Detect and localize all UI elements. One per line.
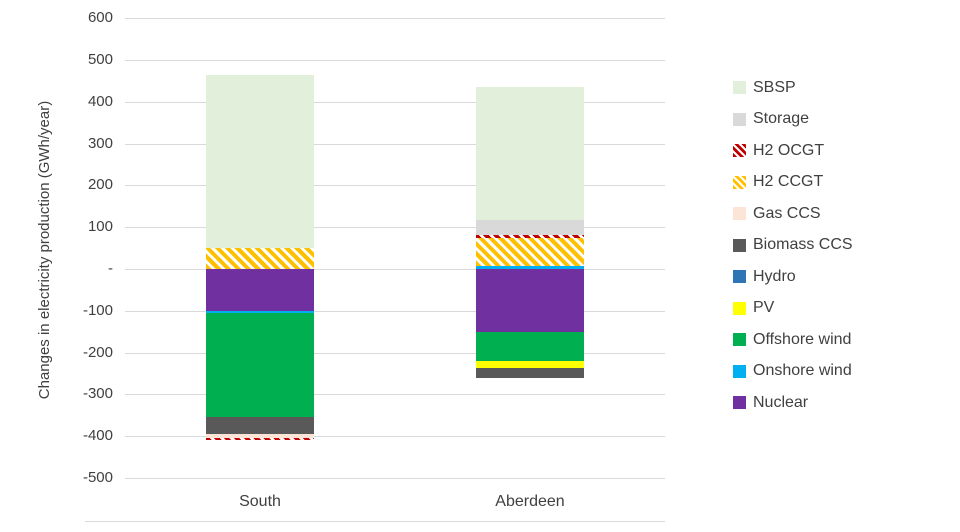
legend-item-nuclear: Nuclear — [733, 387, 853, 419]
x-category-label: Aberdeen — [495, 493, 565, 510]
x-axis-line — [85, 521, 665, 522]
legend-item-h2-ccgt: H2 CCGT — [733, 167, 853, 199]
bar-segment-gas-ccs — [206, 434, 314, 439]
legend-item-biomass-ccs: Biomass CCS — [733, 230, 853, 262]
legend-item-pv: PV — [733, 293, 853, 325]
bar-segment-h2-ccgt — [476, 238, 584, 266]
bar-segment-pv — [476, 360, 584, 369]
y-tick-label: -400 — [82, 427, 113, 445]
h2-ocgt-swatch-icon — [733, 144, 746, 158]
gridline — [125, 185, 665, 187]
bar-segment-offshore-wind — [476, 331, 584, 361]
gridline — [125, 227, 665, 229]
legend-label: SBSP — [753, 78, 796, 96]
legend-label: Nuclear — [753, 393, 809, 411]
bar-segment-onshore-wind — [476, 265, 584, 269]
x-category-label: South — [239, 493, 281, 510]
h2-ccgt-swatch-icon — [733, 175, 746, 189]
gas-ccs-swatch-icon — [733, 207, 746, 221]
y-tick-label: -500 — [82, 469, 113, 486]
y-tick-label: -300 — [82, 385, 113, 403]
legend-label: Hydro — [753, 267, 796, 285]
y-tick-label: -200 — [82, 343, 113, 361]
gridline — [125, 478, 665, 479]
bar-segment-onshore-wind — [206, 310, 314, 313]
y-tick-label: 500 — [87, 50, 113, 68]
legend-item-h2-ocgt: H2 OCGT — [733, 135, 853, 167]
offshore-wind-swatch-icon — [733, 333, 746, 347]
bar-segment-storage — [476, 220, 584, 235]
gridline — [125, 268, 665, 270]
pv-swatch-icon — [733, 301, 746, 315]
hydro-swatch-icon — [733, 270, 746, 284]
bar-segment-h2-ocgt — [206, 438, 314, 441]
legend-item-sbsp: SBSP — [733, 72, 853, 104]
biomass-ccs-swatch-icon — [733, 238, 746, 252]
bar-segment-sbsp — [206, 74, 314, 248]
legend: SBSP Storage H2 OCGT H2 CCGT Gas CCS Biomass … — [733, 72, 853, 419]
gridline — [125, 101, 665, 103]
legend-label: Offshore wind — [753, 330, 852, 348]
legend-label: Gas CCS — [753, 204, 821, 222]
legend-item-onshore-wind: Onshore wind — [733, 356, 853, 388]
nuclear-swatch-icon — [733, 396, 746, 410]
bar-segment-h2-ocgt — [476, 235, 584, 239]
gridline — [125, 310, 665, 312]
legend-item-offshore-wind: Offshore wind — [733, 324, 853, 356]
legend-label: Storage — [753, 110, 810, 128]
legend-label: H2 CCGT — [753, 173, 824, 191]
y-tick-label: 200 — [87, 176, 113, 194]
legend-label: Onshore wind — [753, 362, 852, 380]
legend-label: PV — [753, 299, 775, 317]
bar-segment-biomass-ccs — [476, 368, 584, 378]
y-tick-label: 300 — [87, 134, 113, 152]
gridline — [125, 143, 665, 145]
legend-item-storage: Storage — [733, 104, 853, 136]
y-tick-label: 400 — [87, 92, 113, 110]
gridline — [125, 352, 665, 354]
bar-segment-offshore-wind — [206, 312, 314, 418]
legend-label: Biomass CCS — [753, 236, 853, 254]
legend-item-gas-ccs: Gas CCS — [733, 198, 853, 230]
y-tick-label: -100 — [82, 301, 113, 319]
bar-segment-sbsp — [476, 86, 584, 221]
bar-segment-nuclear — [476, 268, 584, 332]
y-tick-label: 100 — [87, 218, 113, 236]
bar-segment-h2-ccgt — [206, 248, 314, 269]
y-tick-label: - — [108, 259, 113, 277]
sbsp-swatch-icon — [733, 81, 746, 95]
gridline — [125, 436, 665, 438]
legend-item-hydro: Hydro — [733, 261, 853, 293]
y-tick-label: 600 — [87, 9, 113, 26]
gridline — [125, 59, 665, 61]
bar-segment-nuclear — [206, 268, 314, 311]
y-axis-title: Changes in electricity production (GWh/y… — [36, 100, 53, 400]
storage-swatch-icon — [733, 112, 746, 126]
onshore-wind-swatch-icon — [733, 364, 746, 378]
gridline — [125, 18, 665, 19]
legend-label: H2 OCGT — [753, 141, 825, 159]
bar-segment-biomass-ccs — [206, 417, 314, 435]
gridline — [125, 394, 665, 396]
